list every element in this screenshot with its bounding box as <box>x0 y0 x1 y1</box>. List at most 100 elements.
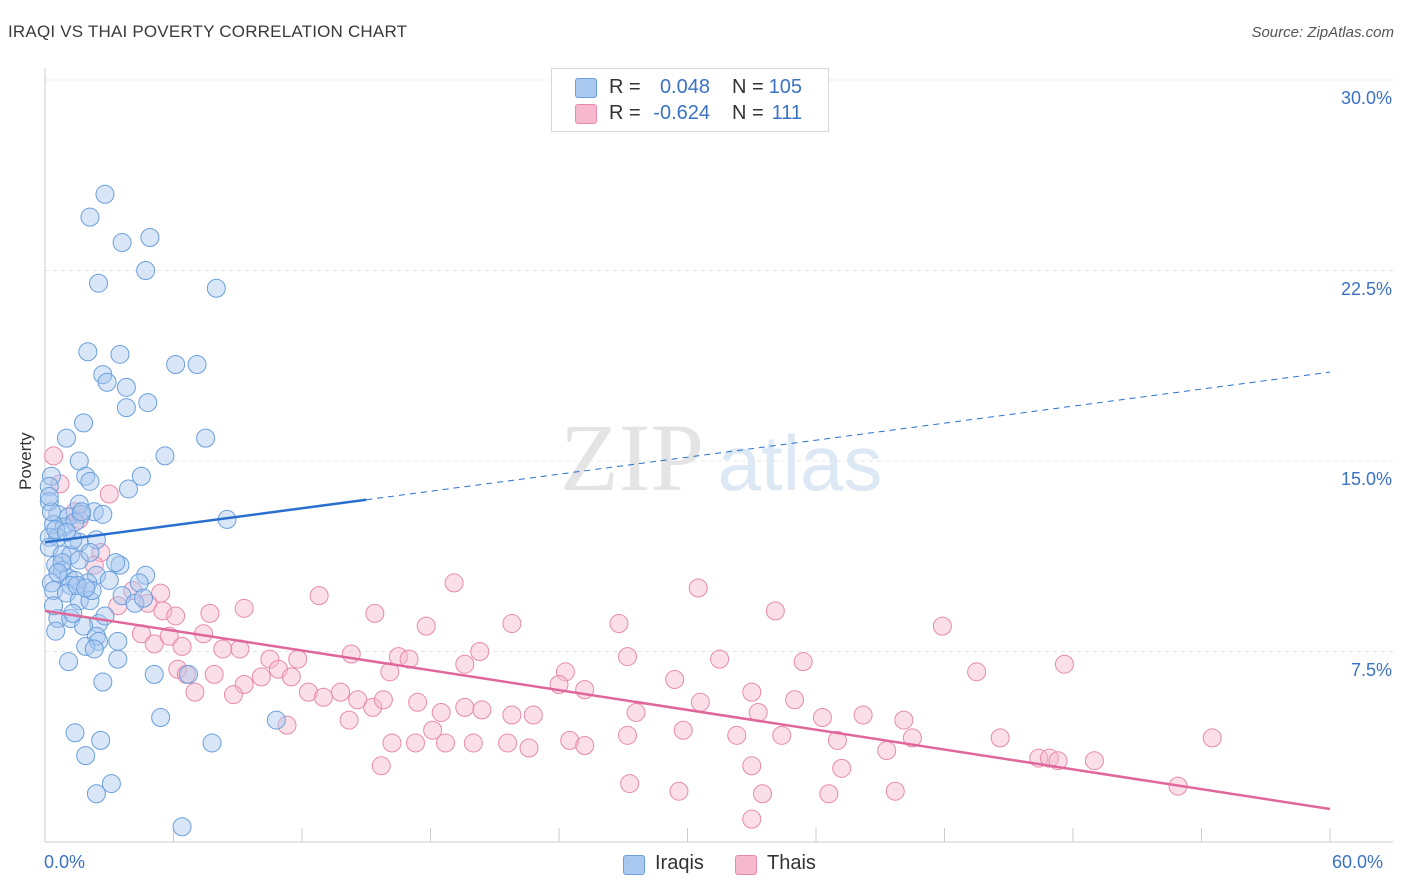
thais-point-102 <box>669 781 689 801</box>
thais-point-91 <box>772 725 792 745</box>
iraqis-point-53 <box>41 573 61 593</box>
thais-point-52 <box>313 687 333 707</box>
thais-point-46 <box>204 664 224 684</box>
iraqis-point-23 <box>131 466 151 486</box>
thais-point-82 <box>435 733 455 753</box>
thais-point-56 <box>373 690 393 710</box>
iraqis-point-45 <box>80 542 100 562</box>
iraqis-point-24 <box>80 471 100 491</box>
iraqis-point-100 <box>39 487 59 507</box>
thais-point-29 <box>213 639 233 659</box>
thais-point-105 <box>885 781 905 801</box>
legend-r-label: R = <box>609 102 641 124</box>
legend-swatch-thais <box>735 855 757 875</box>
thais-point-104 <box>819 784 839 804</box>
watermark-zip: ZIP <box>560 404 704 511</box>
thais-point-78 <box>339 710 359 730</box>
thais-point-81 <box>423 720 443 740</box>
iraqis-point-44 <box>69 550 89 570</box>
iraqis-point-8 <box>110 344 130 364</box>
thais-point-62 <box>523 705 543 725</box>
thais-point-21 <box>688 578 708 598</box>
thais-point-16 <box>365 603 385 623</box>
thais-point-22 <box>765 601 785 621</box>
thais-point-73 <box>894 710 914 730</box>
iraqis-point-59 <box>69 591 89 611</box>
iraqis-point-6 <box>206 278 226 298</box>
iraqis-point-4 <box>136 261 156 280</box>
iraqis-point-90 <box>52 553 72 573</box>
thais-trend-line <box>44 609 1331 811</box>
iraqis-point-13 <box>116 377 136 397</box>
thais-point-61 <box>502 705 522 725</box>
thais-point-39 <box>555 662 575 682</box>
thais-point-93 <box>877 741 897 761</box>
y-axis-label: Poverty <box>16 432 35 490</box>
thais-points <box>44 446 1222 829</box>
iraqis-point-26 <box>119 479 139 499</box>
thais-point-72 <box>853 705 873 725</box>
iraqis-trend-line-solid <box>44 498 367 544</box>
thais-point-65 <box>626 702 646 722</box>
legend-row-iraqis: R = 0.048 N = 105 <box>552 75 828 101</box>
iraqis-point-10 <box>187 354 207 374</box>
legend-n-label: N = <box>732 102 764 124</box>
iraqis-point-72 <box>84 639 104 659</box>
thais-point-33 <box>341 644 361 664</box>
iraqis-point-82 <box>202 733 222 753</box>
thais-point-110 <box>742 809 762 829</box>
thais-point-98 <box>832 758 852 778</box>
thais-point-47 <box>234 675 254 695</box>
iraqis-point-98 <box>93 504 113 524</box>
iraqis-point-3 <box>140 227 160 247</box>
thais-point-74 <box>967 662 987 682</box>
thais-point-27 <box>172 636 192 656</box>
legend-label-iraqis: Iraqis <box>655 852 704 874</box>
iraqis-point-85 <box>86 784 106 804</box>
y-tick-label-22-5: 22.5% <box>1340 279 1392 299</box>
thais-point-60 <box>472 700 492 720</box>
iraqis-point-74 <box>59 652 79 672</box>
thais-point-57 <box>408 692 428 712</box>
thais-point-107 <box>1084 751 1104 771</box>
thais-point-2 <box>99 484 119 504</box>
thais-point-92 <box>827 730 847 750</box>
iraqis-point-17 <box>56 428 76 448</box>
thais-point-51 <box>298 682 318 702</box>
thais-point-99 <box>742 756 762 776</box>
thais-point-90 <box>727 725 747 745</box>
watermark: ZIP atlas <box>560 404 882 511</box>
legend-label-thais: Thais <box>767 852 816 874</box>
thais-point-20 <box>609 614 629 634</box>
thais-point-103 <box>752 784 772 804</box>
iraqis-point-12 <box>97 372 117 392</box>
iraqis-point-19 <box>155 446 175 466</box>
thais-point-41 <box>710 649 730 669</box>
iraqis-point-84 <box>101 774 121 794</box>
iraqis-point-15 <box>116 398 136 418</box>
y-tick-label-15: 15.0% <box>1340 469 1392 489</box>
thais-point-13 <box>200 603 220 623</box>
iraqis-point-80 <box>65 723 85 743</box>
thais-point-100 <box>371 756 391 776</box>
thais-point-76 <box>223 685 243 705</box>
iraqis-point-66 <box>46 621 66 641</box>
correlation-legend: R = 0.048 N = 105 R = -0.624 N = 111 <box>551 68 829 132</box>
thais-point-84 <box>498 733 518 753</box>
thais-point-89 <box>673 720 693 740</box>
thais-point-71 <box>812 708 832 728</box>
x-tick-label-max: 60.0% <box>1332 852 1384 872</box>
thais-point-14 <box>234 598 254 618</box>
series-legend: Iraqis Thais <box>0 852 1406 878</box>
trend-lines <box>44 371 1331 811</box>
thais-point-5 <box>91 542 111 562</box>
thais-point-38 <box>470 642 490 661</box>
grid-lines <box>45 79 1393 652</box>
thais-point-83 <box>463 733 483 753</box>
iraqis-point-87 <box>41 502 61 522</box>
iraqis-point-0 <box>95 184 115 204</box>
legend-r-value: -0.624 <box>653 102 710 124</box>
thais-point-32 <box>288 649 308 669</box>
y-tick-label-7-5: 7.5% <box>1350 660 1392 680</box>
iraqis-point-96 <box>56 522 76 542</box>
